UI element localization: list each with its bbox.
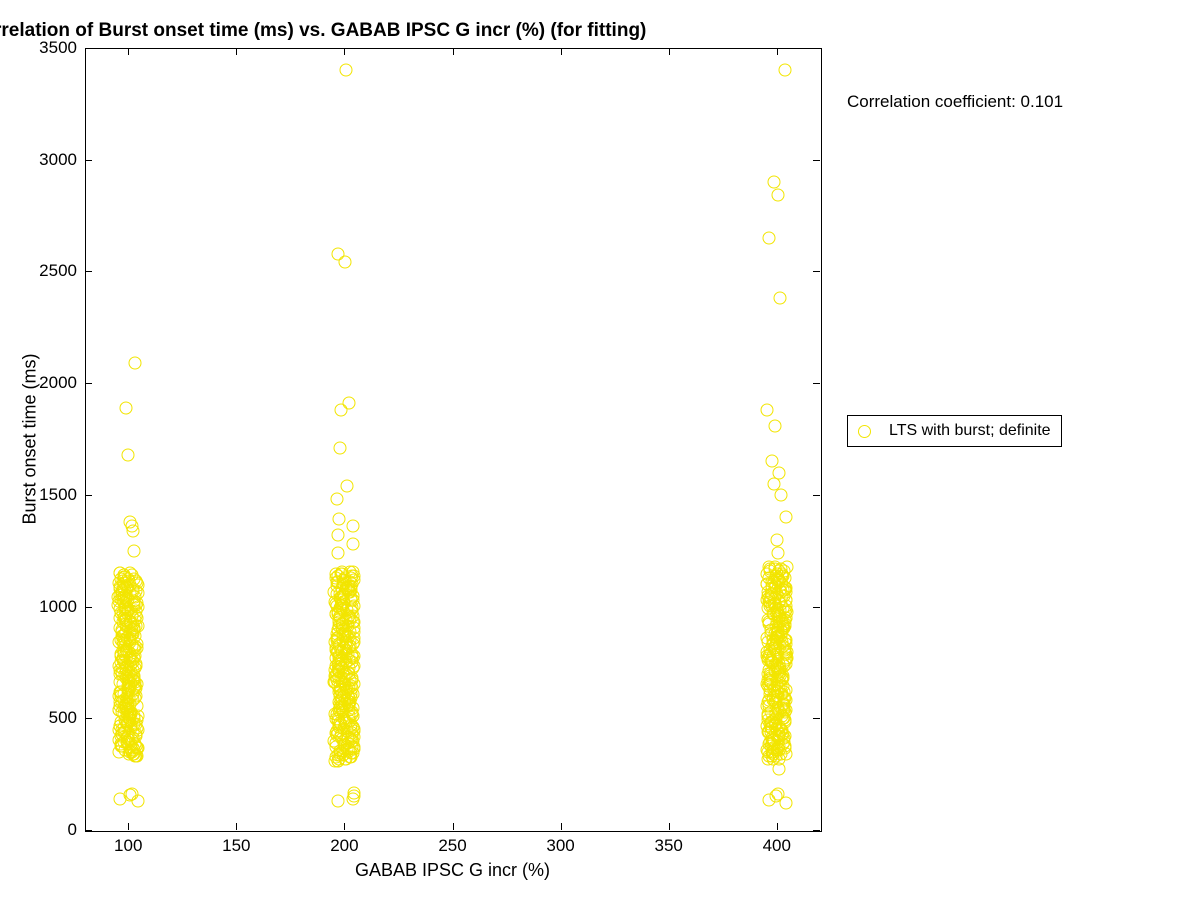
data-point (123, 515, 136, 528)
x-axis-label: GABAB IPSC G incr (%) (355, 860, 550, 881)
data-point (331, 529, 344, 542)
data-point (119, 401, 132, 414)
data-point (768, 176, 781, 189)
y-tick-label: 3500 (39, 38, 77, 58)
data-point (348, 787, 361, 800)
y-tick-right (813, 607, 820, 608)
data-point (342, 397, 355, 410)
y-tick-right (813, 160, 820, 161)
data-point (773, 466, 786, 479)
y-tick (85, 271, 92, 272)
y-tick-right (813, 718, 820, 719)
x-tick (128, 823, 129, 830)
data-point (332, 794, 345, 807)
data-point (121, 448, 134, 461)
y-tick (85, 607, 92, 608)
y-tick-label: 0 (68, 820, 77, 840)
data-point (771, 533, 784, 546)
x-tick-label: 200 (330, 836, 358, 856)
data-point (763, 561, 776, 574)
data-point (332, 247, 345, 260)
legend: LTS with burst; definite (847, 415, 1062, 447)
y-tick-right (813, 495, 820, 496)
data-point (331, 546, 344, 559)
y-tick-right (813, 383, 820, 384)
data-point (767, 477, 780, 490)
x-tick-top (777, 48, 778, 55)
y-tick-right (813, 48, 820, 49)
chart-title: rrelation of Burst onset time (ms) vs. G… (0, 20, 646, 42)
data-point (763, 231, 776, 244)
x-tick (344, 823, 345, 830)
data-point (771, 189, 784, 202)
x-tick-top (236, 48, 237, 55)
y-tick-label: 2500 (39, 261, 77, 281)
legend-label: LTS with burst; definite (889, 422, 1051, 440)
x-tick (561, 823, 562, 830)
y-tick (85, 383, 92, 384)
x-tick-top (128, 48, 129, 55)
legend-marker-icon (858, 425, 871, 438)
data-point (772, 762, 785, 775)
y-tick (85, 160, 92, 161)
x-tick (453, 823, 454, 830)
x-tick-label: 250 (438, 836, 466, 856)
data-point (334, 441, 347, 454)
y-tick-label: 2000 (39, 373, 77, 393)
y-tick-label: 3000 (39, 150, 77, 170)
data-point (779, 64, 792, 77)
data-point (774, 292, 787, 305)
x-tick (236, 823, 237, 830)
data-point (126, 788, 139, 801)
x-tick-label: 150 (222, 836, 250, 856)
data-point (768, 419, 781, 432)
x-tick (777, 823, 778, 830)
plot-area (85, 48, 822, 832)
y-tick-right (813, 271, 820, 272)
x-tick-label: 400 (763, 836, 791, 856)
data-point (333, 513, 346, 526)
data-point (765, 455, 778, 468)
correlation-annotation: Correlation coefficient: 0.101 (847, 92, 1063, 112)
data-point (771, 788, 784, 801)
y-tick-right (813, 830, 820, 831)
data-point (347, 538, 360, 551)
y-tick-label: 1000 (39, 597, 77, 617)
x-tick (669, 823, 670, 830)
y-tick (85, 718, 92, 719)
x-tick-label: 300 (546, 836, 574, 856)
y-tick-label: 1500 (39, 485, 77, 505)
x-tick-top (561, 48, 562, 55)
data-point (347, 520, 360, 533)
x-tick-top (453, 48, 454, 55)
x-tick-top (669, 48, 670, 55)
data-point (129, 357, 142, 370)
x-tick-label: 100 (114, 836, 142, 856)
data-point (780, 561, 793, 574)
x-tick-top (344, 48, 345, 55)
y-axis-label: Burst onset time (ms) (20, 353, 41, 524)
data-point (331, 493, 344, 506)
y-tick (85, 48, 92, 49)
data-point (780, 511, 793, 524)
data-point (339, 64, 352, 77)
data-point (774, 488, 787, 501)
data-point (123, 567, 136, 580)
data-point (761, 403, 774, 416)
y-tick (85, 495, 92, 496)
x-tick-label: 350 (654, 836, 682, 856)
data-point (128, 544, 141, 557)
data-point (346, 565, 359, 578)
data-point (341, 479, 354, 492)
data-point (772, 546, 785, 559)
y-tick (85, 830, 92, 831)
y-tick-label: 500 (49, 708, 77, 728)
